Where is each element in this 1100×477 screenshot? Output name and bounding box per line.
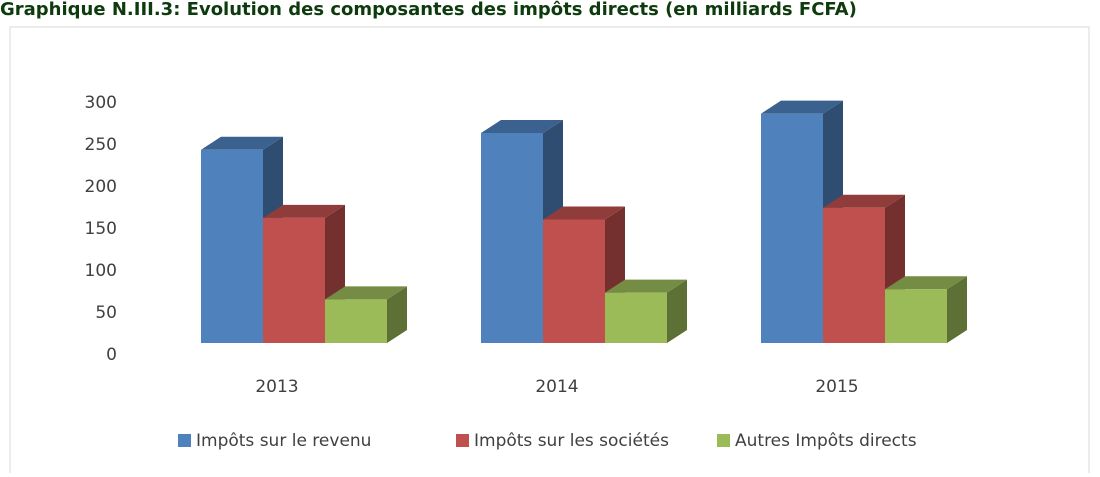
bar-front xyxy=(325,299,387,343)
bar-top xyxy=(885,276,967,290)
y-tick-label: 100 xyxy=(85,261,117,281)
bar-front xyxy=(543,219,605,343)
bar-front xyxy=(263,217,325,343)
y-tick-label: 150 xyxy=(85,219,117,239)
legend-swatch xyxy=(456,434,469,447)
bar-front xyxy=(823,207,885,343)
bar-front xyxy=(201,149,263,343)
legend-label: Impôts sur les sociétés xyxy=(474,431,669,451)
x-tick-label: 2013 xyxy=(255,377,298,397)
bar-front xyxy=(481,133,543,343)
y-tick-label: 50 xyxy=(95,303,117,323)
bar-top xyxy=(325,286,407,300)
bar xyxy=(605,279,687,343)
bar-side xyxy=(667,279,687,343)
y-tick-label: 250 xyxy=(85,135,117,155)
bar-front xyxy=(605,292,667,343)
bar-top xyxy=(761,100,843,114)
x-tick-label: 2015 xyxy=(815,377,858,397)
bar-top xyxy=(543,206,625,220)
bar-top xyxy=(201,136,283,150)
bar xyxy=(325,286,407,343)
x-tick-label: 2014 xyxy=(535,377,578,397)
legend-label: Autres Impôts directs xyxy=(735,431,917,451)
y-tick-label: 200 xyxy=(85,177,117,197)
legend-label: Impôts sur le revenu xyxy=(196,431,371,451)
bar-top xyxy=(263,204,345,218)
bar-front xyxy=(885,289,947,343)
legend-swatch xyxy=(717,434,730,447)
y-tick-label: 300 xyxy=(85,93,117,113)
bar-front xyxy=(761,113,823,344)
y-tick-label: 0 xyxy=(106,345,117,365)
bar xyxy=(885,276,967,343)
bar-top xyxy=(823,194,905,208)
bar-top xyxy=(605,279,687,293)
chart-title: Graphique N.III.3: Evolution des composa… xyxy=(0,0,857,20)
bar-side xyxy=(387,286,407,343)
bar-top xyxy=(481,120,563,133)
bar-side xyxy=(947,276,967,343)
legend-swatch xyxy=(178,434,191,447)
